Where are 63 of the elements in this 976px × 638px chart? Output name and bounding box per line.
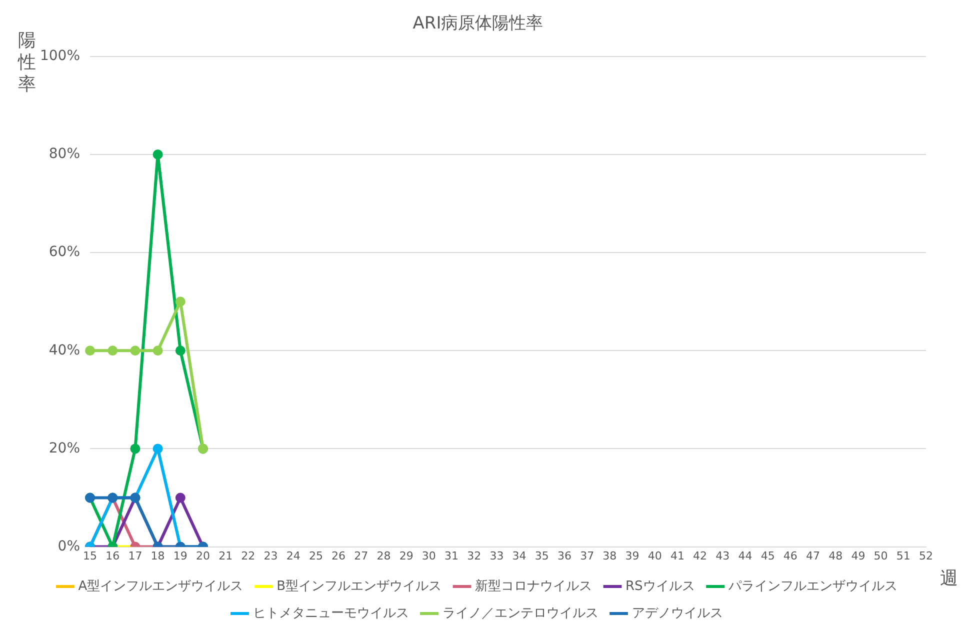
legend-label: A型インフルエンザウイルス: [78, 578, 244, 594]
x-tick-label: 42: [693, 549, 708, 562]
x-tick-label: 48: [828, 549, 843, 562]
point: [152, 346, 163, 356]
point: [175, 296, 186, 307]
x-tick-label: 50: [874, 549, 888, 562]
x-tick-label: 45: [760, 549, 775, 562]
x-axis-title: 週: [940, 567, 958, 590]
chart-title: ARI病原体陽性率: [412, 14, 544, 34]
x-tick-label: 30: [422, 549, 436, 562]
x-tick-label: 35: [534, 549, 549, 562]
x-tick-label: 32: [467, 549, 482, 562]
x-tick-label: 38: [602, 549, 617, 562]
x-tick-label: 22: [241, 549, 256, 562]
y-tick-label: 0%: [58, 538, 80, 554]
x-tick-label: 25: [308, 549, 323, 562]
x-tick-label: 47: [806, 549, 820, 562]
x-tick-label: 18: [150, 549, 165, 562]
legend-label: ライノ／エンテロウイルス: [442, 606, 598, 621]
x-tick-label: 34: [512, 549, 526, 562]
x-tick-label: 31: [444, 549, 459, 562]
x-tick-label: 17: [128, 549, 142, 562]
y-axis-title: 陽性率: [16, 30, 37, 96]
x-tick-label: 20: [196, 549, 210, 562]
x-tick-label: 52: [919, 549, 933, 562]
legend-label: アデノウイルス: [632, 606, 723, 621]
x-tick-label: 37: [580, 549, 594, 562]
y-tick-label: 20%: [48, 440, 80, 456]
x-tick-label: 29: [399, 549, 414, 562]
point: [175, 346, 186, 356]
legend-label: B型インフルエンザウイルス: [276, 578, 442, 594]
x-tick-label: 21: [218, 549, 233, 562]
legend-label: RSウイルス: [626, 578, 695, 594]
x-tick-label: 27: [354, 549, 368, 562]
y-tick-label: 60%: [48, 244, 80, 260]
x-tick-label: 26: [332, 549, 346, 562]
y-tick-label: 40%: [48, 342, 80, 358]
point: [130, 346, 140, 356]
legend-label: ヒトメタニューモウイルス: [252, 606, 409, 621]
x-tick-label: 49: [851, 549, 866, 562]
x-tick-label: 15: [83, 549, 98, 562]
x-tick-label: 19: [173, 549, 188, 562]
x-tick-label: 41: [670, 549, 684, 562]
x-tick-label: 44: [738, 549, 752, 562]
point: [108, 346, 118, 356]
x-tick-label: 43: [716, 549, 730, 562]
point: [130, 444, 140, 454]
x-tick-label: 24: [286, 549, 300, 562]
x-tick-label: 16: [106, 549, 120, 562]
legend-label: 新型コロナウイルス: [475, 578, 592, 594]
x-tick-label: 46: [783, 549, 798, 562]
x-tick-label: 39: [625, 549, 640, 562]
x-tick-label: 23: [264, 549, 278, 562]
y-tick-label: 100%: [40, 48, 80, 64]
x-tick-label: 28: [376, 549, 391, 562]
x-tick-label: 36: [557, 549, 572, 562]
point: [152, 444, 163, 454]
y-tick-label: 80%: [48, 146, 80, 162]
point: [85, 346, 96, 356]
x-tick-label: 40: [648, 549, 662, 562]
x-tick-label: 51: [896, 549, 910, 562]
legend-label: パラインフルエンザウイルス: [727, 578, 898, 594]
x-tick-label: 33: [490, 549, 504, 562]
